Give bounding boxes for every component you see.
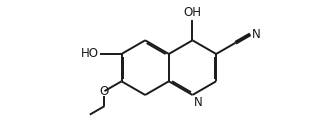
Text: N: N [194,96,202,109]
Text: O: O [100,85,109,98]
Text: N: N [252,28,260,41]
Text: HO: HO [81,47,99,60]
Text: OH: OH [183,6,202,19]
